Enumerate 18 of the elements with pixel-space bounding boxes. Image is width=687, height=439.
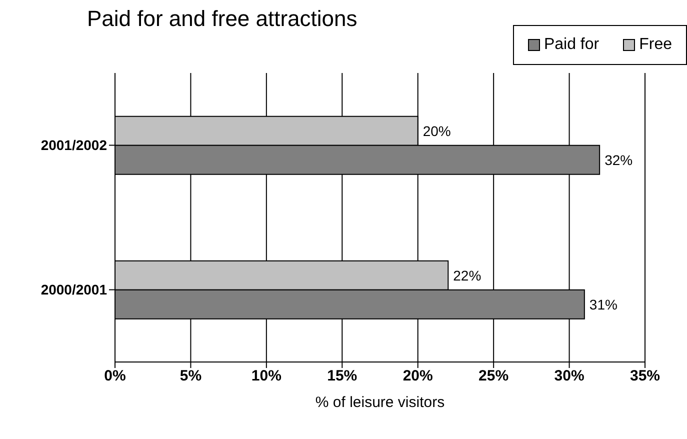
legend-label: Free [638,36,672,54]
x-tick-label: 0% [104,368,126,385]
x-tick-label: 25% [478,368,509,385]
x-axis-title: % of leisure visitors [315,394,445,411]
data-label: 31% [589,296,618,312]
y-tick-label: 2001/2002 [40,137,108,154]
legend-label: Paid for [542,36,600,54]
x-tick-label: 35% [630,368,660,385]
x-tick-label: 20% [402,368,433,385]
data-label: 22% [453,267,482,284]
chart-title: Paid for and free attractions [87,6,358,32]
x-tick-label: 30% [554,368,584,385]
x-tick-label: 10% [251,368,282,385]
x-tick-label: 15% [327,368,358,385]
y-tick-label: 2000/2001 [40,282,108,298]
data-label: 20% [422,122,451,139]
data-label: 32% [604,152,633,168]
x-tick-label: 5% [180,368,202,385]
